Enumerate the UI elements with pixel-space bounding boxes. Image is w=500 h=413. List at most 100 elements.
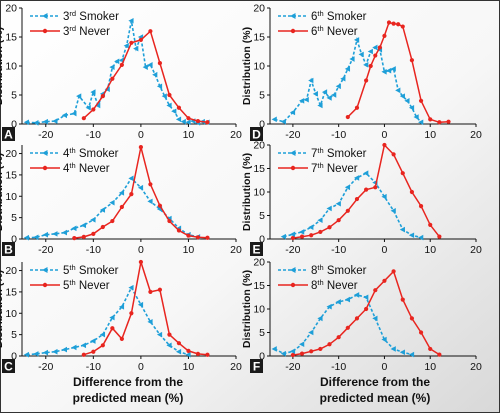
smoker-point-a — [109, 64, 115, 70]
y-tick-label-f: 10 — [253, 304, 265, 316]
panel-badge-d — [250, 127, 263, 141]
smoker-point-d — [349, 56, 355, 62]
panel-badge-label-a: A — [4, 128, 13, 142]
y-tick-label-a: 0 — [11, 119, 17, 131]
smoker-point-a — [156, 83, 163, 90]
legend-never-marker-e — [290, 165, 296, 171]
smoker-point-d — [390, 66, 396, 72]
never-point-f — [364, 306, 369, 312]
smoker-point-b — [52, 231, 58, 237]
smoker-point-c — [109, 314, 115, 321]
smoker-point-a — [114, 58, 120, 65]
panel-a: 0 5 10 15 20 -20 -10 0 10 20 Distribution (%) A 3rd … — [0, 3, 242, 142]
y-tick-label-b: 20 — [5, 148, 17, 160]
legend-never-label-f: 8th Never — [311, 278, 358, 292]
never-point-c — [81, 352, 86, 357]
x-tick-label-e: -20 — [285, 244, 300, 256]
never-point-a — [129, 40, 134, 45]
smoker-point-c — [61, 346, 67, 353]
smoker-point-d — [340, 75, 346, 82]
legend-never-label-e: 7th Never — [311, 161, 358, 175]
smoker-point-b — [90, 216, 96, 223]
never-line-a — [83, 29, 208, 124]
smoker-point-a — [123, 42, 129, 49]
never-point-e — [437, 234, 442, 239]
never-point-b — [81, 234, 86, 239]
y-tick-label-d: 15 — [253, 32, 265, 44]
never-point-b — [129, 192, 134, 197]
smoker-point-a — [23, 119, 29, 126]
never-point-b — [167, 218, 172, 224]
smoker-point-d — [321, 89, 328, 95]
x-tick-label-d: -20 — [285, 129, 300, 141]
never-point-d — [368, 63, 373, 69]
never-point-f — [336, 335, 341, 340]
never-point-b — [176, 228, 182, 233]
never-point-b — [91, 231, 96, 236]
smoker-point-d — [299, 98, 305, 104]
never-point-b — [186, 233, 191, 238]
smoker-point-d — [358, 51, 364, 58]
smoker-point-b — [137, 184, 144, 191]
y-tick-label-b: 0 — [11, 234, 17, 246]
y-tick-label-d: 20 — [253, 3, 265, 15]
smoker-line-e — [283, 172, 422, 239]
smoker-point-f — [289, 348, 296, 355]
never-point-c — [110, 326, 115, 331]
y-tick-label-a: 15 — [5, 32, 17, 44]
y-axis-label-a: Distribution (%) — [0, 27, 5, 105]
smoker-point-e — [353, 175, 360, 181]
never-line-d — [347, 21, 449, 124]
smoker-point-d — [418, 119, 424, 126]
smoker-point-f — [326, 303, 332, 310]
y-tick-label-d: 10 — [253, 61, 265, 73]
legend-smoker-label-a: 3rd Smoker — [63, 9, 119, 23]
panel-badge-label-b: B — [4, 243, 13, 257]
smoker-point-b — [71, 225, 77, 232]
x-tick-label-d: 20 — [470, 129, 482, 141]
smoker-point-a — [142, 64, 148, 70]
never-point-e — [391, 152, 396, 157]
never-point-f — [409, 316, 415, 321]
smoker-point-d — [381, 69, 387, 75]
x-tick-label-a: -10 — [86, 129, 101, 141]
never-point-f — [382, 278, 387, 283]
x-tick-label-f: 10 — [424, 361, 436, 373]
smoker-point-f — [344, 296, 351, 303]
never-point-f — [327, 342, 332, 347]
smoker-point-d — [317, 102, 323, 109]
x-axis-label-left-line1: Difference from the — [73, 375, 183, 389]
legend-smoker-marker-f — [290, 267, 296, 273]
legend-smoker-label-d: 6th Smoker — [311, 9, 367, 23]
smoker-point-d — [404, 98, 410, 104]
never-point-a — [205, 120, 210, 125]
x-tick-label-f: 0 — [382, 361, 388, 373]
never-point-f — [309, 349, 314, 354]
smoker-point-c — [71, 344, 77, 351]
x-axis-label-left-line2: predicted mean (%) — [73, 391, 184, 405]
legend-never-label-b: 4th Never — [63, 161, 110, 175]
smoker-point-c — [99, 331, 106, 338]
legend-smoker-marker-e — [290, 150, 296, 156]
smoker-point-e — [317, 217, 323, 223]
legend-never-marker-d — [290, 28, 296, 34]
never-point-c — [100, 343, 105, 348]
never-point-c — [91, 349, 96, 354]
smoker-point-a — [161, 93, 167, 99]
smoker-point-c — [147, 319, 153, 325]
never-point-b — [119, 204, 124, 210]
smoker-point-d — [308, 77, 314, 84]
x-tick-label-b: 20 — [230, 244, 242, 256]
smoker-point-a — [95, 102, 101, 109]
smoker-point-c — [80, 342, 87, 349]
smoker-point-e — [308, 224, 314, 231]
smoker-point-e — [381, 193, 387, 200]
smoker-point-a — [61, 112, 67, 119]
never-point-e — [345, 208, 350, 213]
y-tick-label-a: 10 — [5, 61, 17, 73]
smoker-point-e — [418, 234, 424, 241]
panel-badge-label-c: C — [4, 360, 13, 374]
smoker-point-c — [175, 348, 182, 355]
y-tick-label-e: 10 — [253, 187, 265, 199]
never-point-f — [299, 351, 305, 356]
